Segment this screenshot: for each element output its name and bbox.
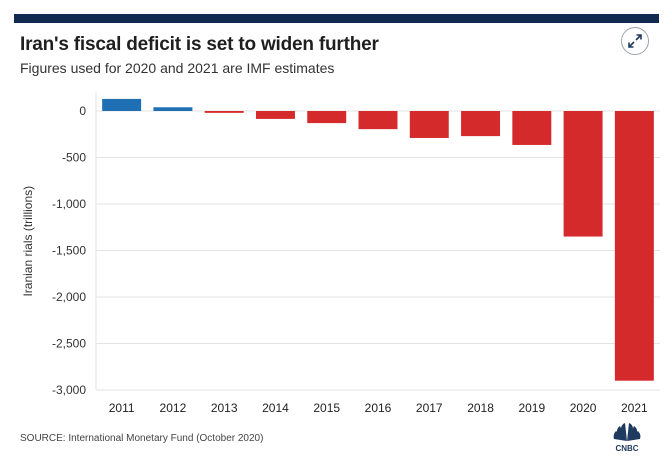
- x-tick-label: 2011: [109, 401, 135, 415]
- x-tick-label: 2012: [160, 401, 187, 415]
- x-tick-label: 2020: [570, 401, 597, 415]
- y-tick-label: -1,500: [52, 244, 86, 258]
- y-tick-label: 0: [79, 104, 86, 118]
- chart-subtitle: Figures used for 2020 and 2021 are IMF e…: [20, 60, 335, 76]
- y-tick-label: -3,000: [52, 383, 86, 397]
- x-tick-label: 2019: [518, 401, 545, 415]
- bar: [358, 111, 398, 130]
- x-tick-label: 2017: [416, 401, 443, 415]
- x-tick-label: 2015: [313, 401, 340, 415]
- chart-title: Iran's fiscal deficit is set to widen fu…: [20, 34, 379, 55]
- bar: [255, 111, 295, 119]
- x-tick-label: 2013: [211, 401, 238, 415]
- bar: [102, 98, 142, 111]
- bar: [512, 111, 552, 145]
- bar: [153, 107, 193, 111]
- top-accent-bar: [14, 14, 659, 23]
- y-axis-label: Iranian rials (trillions): [21, 186, 35, 297]
- bar: [614, 111, 654, 381]
- source-note: SOURCE: International Monetary Fund (Oct…: [20, 433, 264, 444]
- cnbc-logo: CNBC: [613, 423, 641, 453]
- y-tick-label: -1,000: [52, 197, 86, 211]
- bar: [563, 111, 603, 237]
- cnbc-wordmark: CNBC: [615, 444, 638, 453]
- x-tick-label: 2021: [621, 401, 648, 415]
- x-tick-label: 2016: [365, 401, 392, 415]
- expand-arrows-icon: [628, 34, 642, 48]
- y-tick-label: -2,000: [52, 290, 86, 304]
- bar: [461, 111, 501, 137]
- x-tick-label: 2018: [467, 401, 494, 415]
- x-tick-label: 2014: [262, 401, 289, 415]
- expand-button[interactable]: [621, 27, 649, 55]
- peacock-icon: [613, 423, 641, 441]
- bar: [409, 111, 449, 138]
- y-tick-label: -500: [62, 151, 86, 165]
- bar: [307, 111, 347, 124]
- y-tick-label: -2,500: [52, 337, 86, 351]
- bar: [204, 111, 244, 113]
